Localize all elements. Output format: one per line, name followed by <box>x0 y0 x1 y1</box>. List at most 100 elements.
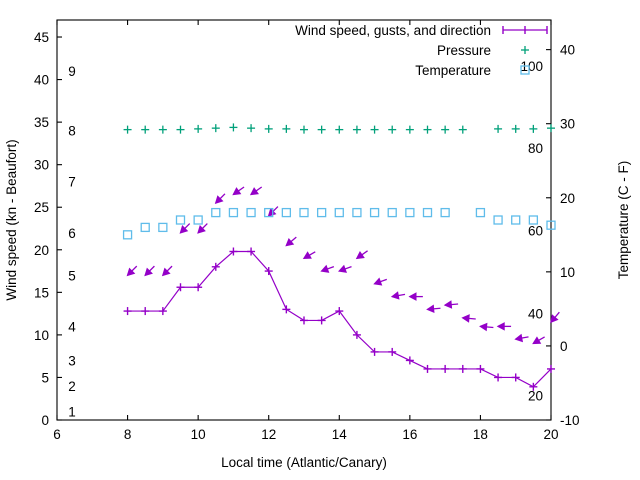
gust-direction-arrow <box>302 251 316 259</box>
wind-speed-marker <box>194 283 203 292</box>
beaufort-label: 5 <box>68 268 76 283</box>
temperature-marker <box>493 215 503 225</box>
pressure-marker <box>335 125 344 134</box>
legend-label: Temperature <box>415 63 491 78</box>
pressure-marker <box>194 124 203 133</box>
x-tick-label: 14 <box>332 427 348 442</box>
temperature-marker <box>405 207 415 218</box>
temperature-marker <box>422 207 433 218</box>
pressure-marker <box>494 124 503 133</box>
x-tick-label: 6 <box>53 427 61 442</box>
wind-speed-marker <box>370 347 379 356</box>
beaufort-label: 8 <box>68 124 76 139</box>
temperature-marker <box>334 207 344 218</box>
beaufort-label: 1 <box>68 404 76 419</box>
wind-speed-marker <box>158 307 167 316</box>
x-tick-label: 18 <box>473 427 488 442</box>
temperature-marker <box>175 215 186 225</box>
temperature-marker <box>440 207 450 218</box>
wind-speed-marker <box>300 316 308 325</box>
gust-direction-arrow <box>232 186 245 196</box>
wind-speed-marker <box>211 262 220 271</box>
y-tick-label: 45 <box>34 30 49 45</box>
wind-speed-marker <box>511 373 520 382</box>
y-tick-label: 10 <box>34 328 49 343</box>
temperature-marker <box>264 207 274 218</box>
temperature-marker <box>140 222 150 233</box>
axis-ticks <box>56 20 552 421</box>
temperature-marker <box>228 207 239 218</box>
y-tick-label: 20 <box>34 243 49 258</box>
wind-speed-marker <box>458 364 467 373</box>
wind-speed-marker <box>405 356 414 365</box>
x-tick-label: 16 <box>402 427 417 442</box>
temperature-marker <box>316 207 327 218</box>
pressure-marker <box>300 125 308 134</box>
x-axis-title: Local time (Atlantic/Canary) <box>221 455 387 470</box>
legend-item[interactable]: Temperature <box>415 63 530 78</box>
pressure-marker <box>511 124 520 133</box>
pressure-marker <box>282 124 291 133</box>
temperature-marker <box>352 207 362 218</box>
pressure-marker <box>229 123 238 132</box>
chart-legend[interactable]: Wind speed, gusts, and direction Pressure… <box>295 23 548 78</box>
gust-direction-arrow <box>179 223 191 234</box>
fahrenheit-label: 100 <box>520 59 543 74</box>
beaufort-label: 4 <box>68 319 76 334</box>
fahrenheit-label: 20 <box>528 389 543 404</box>
pressure-marker <box>176 125 185 134</box>
y-tick-label: 35 <box>34 115 49 130</box>
temperature-marker <box>122 230 133 240</box>
x-tick-label: 12 <box>261 427 276 442</box>
y-tick-label: 0 <box>41 413 49 428</box>
gust-direction-arrow <box>144 265 155 277</box>
pressure-marker <box>123 125 132 134</box>
wind-speed-marker <box>123 307 132 316</box>
legend-item[interactable]: Pressure <box>437 43 529 58</box>
gust-direction-arrow <box>337 264 352 273</box>
temperature-marker <box>511 215 521 225</box>
gust-direction-arrow <box>532 336 545 345</box>
y-tick-label: 15 <box>34 285 49 300</box>
beaufort-label: 9 <box>68 64 76 79</box>
temperature-marker <box>369 207 380 218</box>
gust-direction-arrow <box>479 322 494 332</box>
inner-scale-labels: 1 2 3 4 5 6 7 8 9 20 40 60 80 100 <box>68 59 543 420</box>
gust-direction-arrow <box>390 291 406 300</box>
gust-direction-arrow <box>161 265 173 277</box>
temperature-marker <box>387 207 397 218</box>
wind-speed-marker <box>317 316 326 325</box>
pressure-marker <box>247 124 256 133</box>
temperature-marker <box>193 215 203 225</box>
pressure-marker <box>158 125 167 134</box>
gust-direction-arrow <box>320 264 335 273</box>
y-tick-label: 40 <box>34 73 49 88</box>
temperature-marker <box>475 207 486 218</box>
temperature-marker <box>299 207 309 218</box>
pressure-marker <box>141 125 150 134</box>
y2-tick-label: 20 <box>560 191 575 206</box>
wind-speed-marker <box>547 364 555 373</box>
axis-tick-labels: 6 8 10 12 14 16 18 20051015202530354045-1001020… <box>34 30 580 442</box>
gust-direction-arrow <box>373 277 388 286</box>
pressure-marker <box>458 125 467 134</box>
wind-speed-line <box>127 250 552 388</box>
gust-direction-arrow <box>461 314 476 323</box>
y-tick-label: 5 <box>41 370 49 385</box>
pressure-marker <box>423 125 432 134</box>
gust-direction-arrow <box>408 292 423 301</box>
gust-direction-arrow <box>496 322 512 331</box>
gust-direction-arrow <box>126 265 138 277</box>
fahrenheit-label: 60 <box>528 223 543 238</box>
legend-label: Pressure <box>437 43 491 58</box>
fahrenheit-label: 80 <box>528 141 543 156</box>
beaufort-label: 3 <box>68 353 76 368</box>
temperature-marker <box>211 207 221 218</box>
gust-direction-arrow <box>514 333 529 343</box>
gust-direction-arrow <box>285 236 297 247</box>
wind-speed-marker <box>529 382 538 391</box>
temperature-marker <box>546 220 556 230</box>
pressure-marker <box>388 125 397 134</box>
legend-item[interactable]: Wind speed, gusts, and direction <box>295 23 548 38</box>
